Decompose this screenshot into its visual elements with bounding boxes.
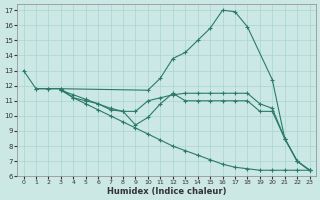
X-axis label: Humidex (Indice chaleur): Humidex (Indice chaleur) (107, 187, 226, 196)
